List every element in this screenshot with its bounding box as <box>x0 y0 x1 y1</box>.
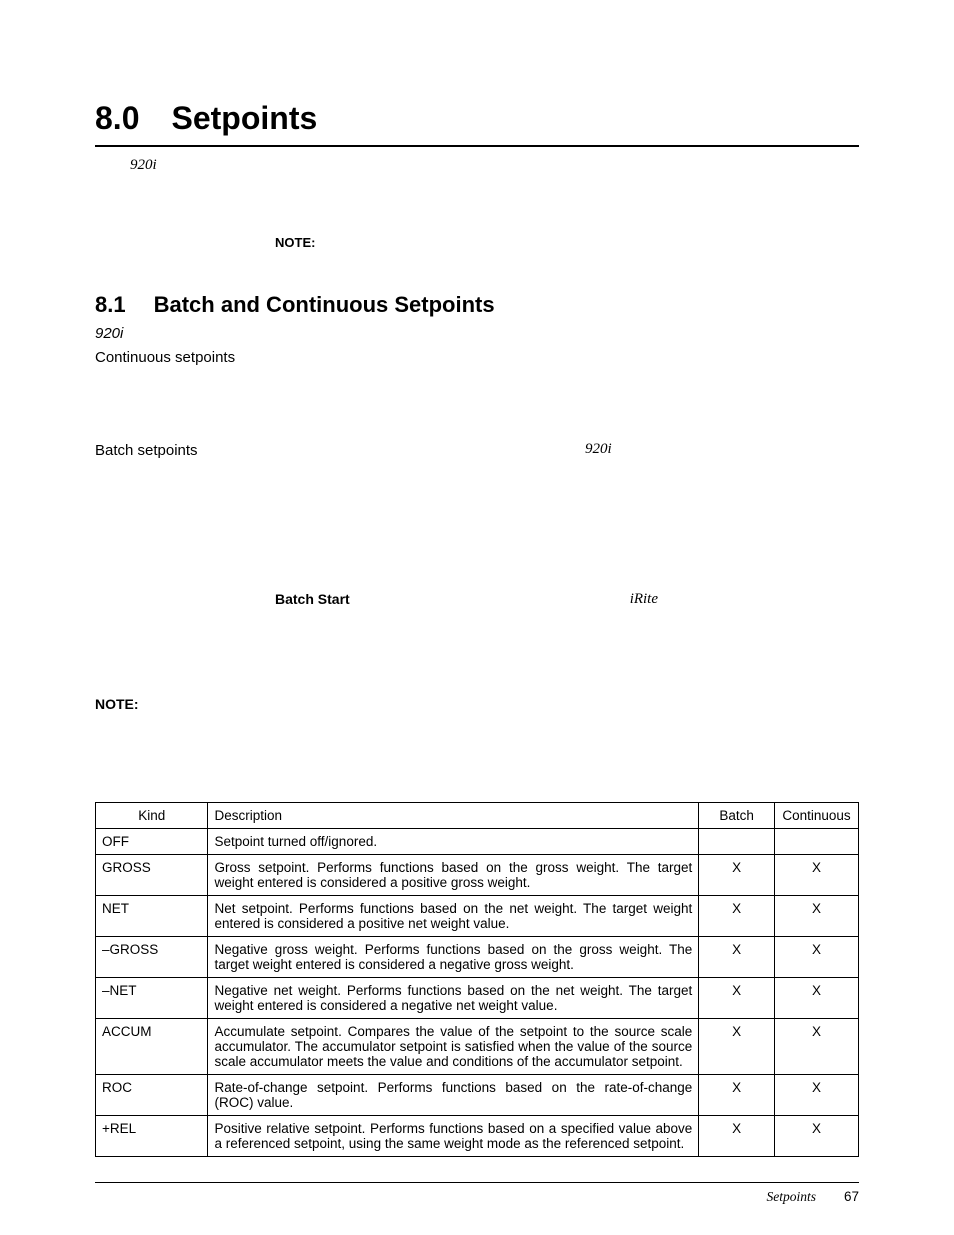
table-row: ROCRate-of-change setpoint. Performs fun… <box>96 1074 859 1115</box>
cell-batch: X <box>699 854 775 895</box>
table-row: GROSSGross setpoint. Performs functions … <box>96 854 859 895</box>
intro-model: 920i <box>130 157 859 174</box>
cell-batch: X <box>699 977 775 1018</box>
table-row: +RELPositive relative setpoint. Performs… <box>96 1115 859 1156</box>
cell-continuous: X <box>775 854 859 895</box>
page-footer: Setpoints 67 <box>95 1182 859 1205</box>
cell-kind: –NET <box>96 977 208 1018</box>
batch-setpoints-label: Batch setpoints <box>95 441 585 461</box>
continuous-setpoints-text: Continuous setpoints <box>95 349 235 366</box>
section-model: 920i <box>95 324 859 344</box>
cell-kind: NET <box>96 895 208 936</box>
cell-description: Accumulate setpoint. Compares the value … <box>208 1018 699 1074</box>
cell-continuous: X <box>775 936 859 977</box>
batch-setpoints-model: 920i <box>585 441 612 461</box>
table-row: ACCUMAccumulate setpoint. Compares the v… <box>96 1018 859 1074</box>
cell-batch: X <box>699 895 775 936</box>
table-row: –GROSSNegative gross weight. Performs fu… <box>96 936 859 977</box>
cell-batch: X <box>699 1074 775 1115</box>
cell-continuous: X <box>775 1018 859 1074</box>
cell-kind: ACCUM <box>96 1018 208 1074</box>
cell-batch <box>699 828 775 854</box>
cell-continuous: X <box>775 1115 859 1156</box>
batch-setpoints-row: Batch setpoints 920i <box>95 441 859 461</box>
continuous-setpoints-label: Continuous setpoints <box>95 348 859 368</box>
table-row: OFFSetpoint turned off/ignored. <box>96 828 859 854</box>
footer-section-name: Setpoints <box>766 1189 816 1205</box>
footer-rule <box>95 1182 859 1183</box>
cell-description: Positive relative setpoint. Performs fun… <box>208 1115 699 1156</box>
heading-2-title: Batch and Continuous Setpoints <box>154 292 495 318</box>
batch-start-row: Batch Start iRite <box>275 591 859 608</box>
cell-continuous: X <box>775 895 859 936</box>
heading-1-title: Setpoints <box>171 100 317 137</box>
cell-kind: ROC <box>96 1074 208 1115</box>
heading-2: 8.1 Batch and Continuous Setpoints <box>95 292 859 318</box>
cell-continuous <box>775 828 859 854</box>
note-1-label: NOTE: <box>275 235 315 250</box>
batch-start-italic: iRite <box>630 591 658 608</box>
table-row: NETNet setpoint. Performs functions base… <box>96 895 859 936</box>
note-2-label: NOTE: <box>95 696 139 712</box>
table-row: –NETNegative net weight. Performs functi… <box>96 977 859 1018</box>
cell-kind: GROSS <box>96 854 208 895</box>
heading-1-number: 8.0 <box>95 100 139 137</box>
cell-batch: X <box>699 936 775 977</box>
heading-2-number: 8.1 <box>95 292 126 318</box>
cell-kind: +REL <box>96 1115 208 1156</box>
setpoint-kinds-table-wrap: Kind Description Batch Continuous OFFSet… <box>95 802 859 1157</box>
heading-1: 8.0 Setpoints <box>95 100 859 137</box>
cell-kind: OFF <box>96 828 208 854</box>
batch-start-label: Batch Start <box>275 591 350 608</box>
header-kind: Kind <box>96 802 208 828</box>
note-2: NOTE: <box>95 696 859 712</box>
cell-continuous: X <box>775 1074 859 1115</box>
footer-page-number: 67 <box>844 1189 859 1204</box>
cell-continuous: X <box>775 977 859 1018</box>
header-description: Description <box>208 802 699 828</box>
cell-batch: X <box>699 1018 775 1074</box>
note-1: NOTE: <box>275 234 859 252</box>
cell-description: Setpoint turned off/ignored. <box>208 828 699 854</box>
header-batch: Batch <box>699 802 775 828</box>
header-continuous: Continuous <box>775 802 859 828</box>
cell-description: Gross setpoint. Performs functions based… <box>208 854 699 895</box>
cell-batch: X <box>699 1115 775 1156</box>
heading-rule <box>95 145 859 147</box>
cell-description: Negative gross weight. Performs function… <box>208 936 699 977</box>
setpoint-kinds-table: Kind Description Batch Continuous OFFSet… <box>95 802 859 1157</box>
cell-description: Negative net weight. Performs functions … <box>208 977 699 1018</box>
table-header-row: Kind Description Batch Continuous <box>96 802 859 828</box>
cell-description: Net setpoint. Performs functions based o… <box>208 895 699 936</box>
cell-kind: –GROSS <box>96 936 208 977</box>
cell-description: Rate-of-change setpoint. Performs functi… <box>208 1074 699 1115</box>
